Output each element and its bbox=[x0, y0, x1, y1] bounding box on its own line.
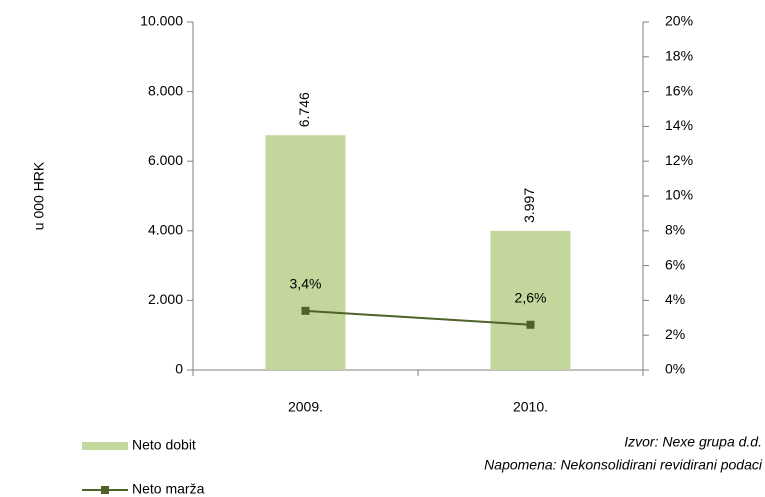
bar bbox=[265, 135, 346, 370]
bar-value-label: 3.997 bbox=[521, 188, 537, 223]
note: Napomena: Nekonsolidirani revidirani pod… bbox=[484, 457, 763, 473]
legend-label: Neto dobit bbox=[132, 437, 196, 453]
y2-tick-label: 10% bbox=[665, 187, 693, 203]
y2-tick-label: 8% bbox=[665, 222, 685, 238]
x-tick-label: 2010. bbox=[513, 399, 548, 415]
x-tick-label: 2009. bbox=[288, 399, 323, 415]
y2-tick-label: 20% bbox=[665, 13, 693, 29]
y2-tick-label: 14% bbox=[665, 117, 693, 133]
bar bbox=[490, 230, 571, 370]
line-marker bbox=[526, 320, 535, 329]
y2-tick-label: 2% bbox=[665, 326, 685, 342]
line-value-label: 2,6% bbox=[515, 289, 547, 305]
bar-value-label: 6.746 bbox=[296, 92, 312, 127]
note: Izvor: Nexe grupa d.d. bbox=[624, 434, 762, 450]
y-tick-label: 0 bbox=[175, 361, 183, 377]
legend-label: Neto marža bbox=[132, 481, 205, 497]
y2-tick-label: 16% bbox=[665, 82, 693, 98]
y-tick-label: 6.000 bbox=[148, 152, 183, 168]
y2-tick-label: 4% bbox=[665, 291, 685, 307]
line-value-label: 3,4% bbox=[290, 276, 322, 292]
y-axis-label: u 000 HRK bbox=[31, 161, 47, 230]
line-marker bbox=[301, 306, 310, 315]
y2-tick-label: 6% bbox=[665, 256, 685, 272]
legend-swatch bbox=[101, 486, 109, 494]
y2-tick-label: 0% bbox=[665, 361, 685, 377]
y-tick-label: 10.000 bbox=[140, 13, 183, 29]
y-tick-label: 2.000 bbox=[148, 291, 183, 307]
legend-swatch bbox=[82, 442, 128, 450]
y2-tick-label: 12% bbox=[665, 152, 693, 168]
y2-tick-label: 18% bbox=[665, 48, 693, 64]
y-tick-label: 4.000 bbox=[148, 222, 183, 238]
y-tick-label: 8.000 bbox=[148, 82, 183, 98]
line bbox=[305, 309, 531, 326]
